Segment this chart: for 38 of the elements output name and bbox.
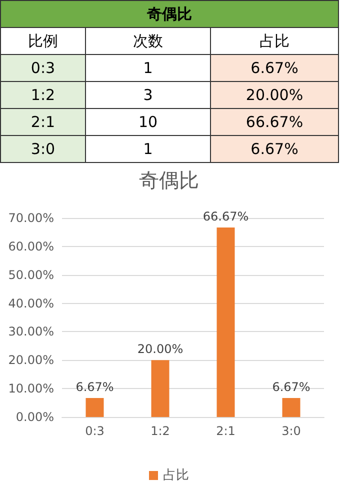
y-tick-label: 30.00% [8, 324, 54, 339]
x-tick-label: 3:0 [282, 424, 301, 438]
y-tick-label: 20.00% [8, 353, 54, 368]
bar [86, 398, 104, 417]
y-tick-label: 60.00% [8, 239, 54, 254]
data-label: 10 [86, 108, 210, 136]
x-tick-label: 2:1 [216, 424, 236, 438]
data-label: 3 [86, 82, 210, 108]
category-label: 0:3 [0, 54, 86, 82]
data-label: 1 [86, 136, 210, 162]
data-label: 20.00% [137, 342, 184, 356]
category-label: 1:2 [0, 82, 86, 108]
category-label: 3:0 [0, 136, 86, 162]
legend-label: 占比 [163, 468, 189, 483]
x-tick-label: 0:3 [85, 424, 104, 438]
category-label: 2:1 [0, 108, 86, 136]
y-tick-label: 40.00% [8, 296, 54, 310]
y-tick-label: 50.00% [8, 268, 54, 282]
y-tick-label: 10.00% [8, 382, 54, 396]
y-tick-label: 70.00% [8, 211, 54, 225]
x-tick-label: 1:2 [150, 424, 170, 438]
data-label: 6.67% [210, 54, 339, 82]
data-label: 6.67% [210, 136, 339, 162]
text: 奇偶比 [0, 0, 339, 28]
y-tick-label: 0.00% [16, 410, 54, 424]
bar [282, 398, 300, 417]
data-label: 6.67% [76, 380, 114, 394]
series-label: 占比 [210, 28, 339, 54]
text: 比例 [0, 28, 86, 54]
bar [151, 360, 170, 417]
text: 次数 [86, 28, 210, 54]
data-label: 66.67% [210, 108, 339, 136]
chart-title: 奇偶比 [139, 168, 199, 192]
data-label: 1 [86, 54, 210, 82]
data-label: 6.67% [272, 380, 310, 394]
data-label: 20.00% [210, 82, 339, 108]
data-label: 66.67% [202, 209, 249, 224]
bar [216, 227, 235, 417]
